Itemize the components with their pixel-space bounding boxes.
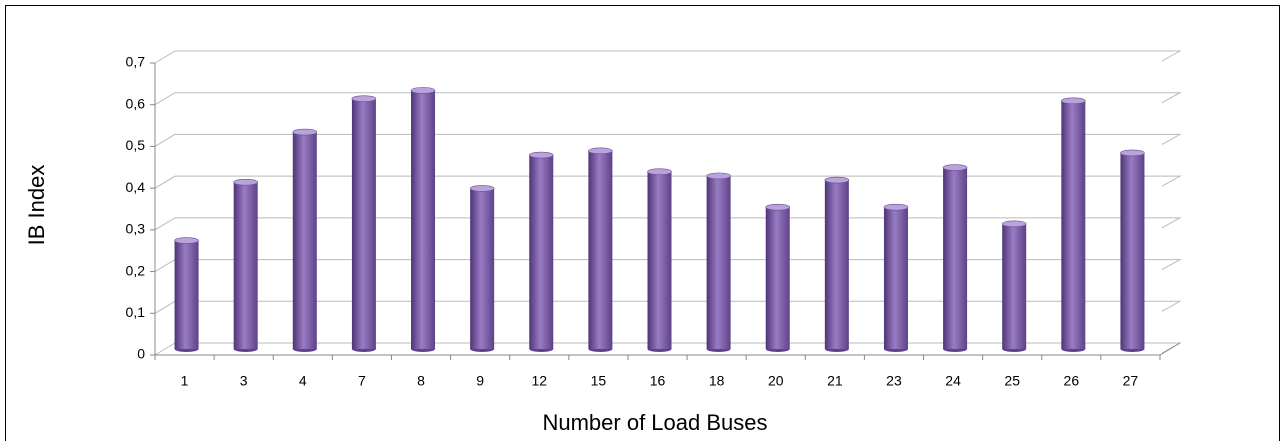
x-tick-label: 23 (886, 373, 902, 389)
grid-line (154, 133, 1182, 147)
chart-border (5, 5, 1280, 441)
bar (588, 150, 613, 349)
grid-line (154, 92, 1182, 106)
bar-top (765, 203, 791, 211)
x-tick-label: 27 (1123, 373, 1139, 389)
y-tick-label: 0,7 (126, 54, 146, 70)
bar (706, 175, 731, 349)
bar-top (1120, 149, 1145, 157)
bar (1061, 100, 1086, 349)
bar (233, 182, 258, 349)
bar-top (292, 128, 318, 136)
bar-top (410, 87, 436, 94)
y-tick-label: 0,1 (126, 304, 146, 320)
bar-top (1061, 97, 1086, 105)
bar-top (588, 147, 613, 155)
bar (943, 167, 968, 349)
x-tick-label: 20 (768, 373, 784, 389)
bar (174, 240, 199, 349)
bar-top (647, 168, 672, 176)
x-tick-label: 7 (358, 373, 366, 389)
bar (765, 207, 790, 349)
bar (647, 171, 672, 349)
bar-top (824, 176, 850, 184)
x-tick-label: 26 (1064, 373, 1080, 389)
x-axis-title: Number of Load Buses (542, 410, 767, 435)
x-tick-label: 25 (1004, 373, 1020, 389)
x-tick-label: 12 (531, 373, 547, 389)
bar-top (469, 185, 495, 192)
x-tick-label: 21 (827, 373, 843, 389)
bar (351, 98, 376, 349)
grid-line (154, 175, 1182, 189)
x-tick-label: 24 (945, 373, 961, 389)
bar-top (174, 237, 199, 244)
x-tick-label: 18 (709, 373, 725, 389)
y-tick-label: 0,6 (126, 95, 146, 111)
bar-top (351, 95, 377, 103)
y-tick-label: 0,5 (126, 137, 146, 153)
x-tick-label: 1 (181, 373, 189, 389)
x-tick-label: 15 (591, 373, 607, 389)
bar (292, 132, 317, 349)
grid-line (154, 50, 1182, 64)
bar-top (233, 178, 258, 186)
x-tick-label: 8 (417, 373, 425, 389)
bar (470, 188, 495, 349)
bar-top (528, 151, 554, 159)
y-axis-title: IB Index (24, 165, 49, 246)
bar-top (706, 172, 731, 180)
bar-top (1001, 220, 1027, 228)
bar (1002, 223, 1027, 349)
x-tick-label: 3 (240, 373, 248, 389)
bar (411, 90, 436, 349)
bar (824, 180, 849, 349)
grid-line (154, 300, 1182, 314)
x-tick-label: 9 (476, 373, 484, 389)
grid-line (154, 259, 1182, 273)
bar (883, 207, 908, 349)
bar (1120, 152, 1145, 349)
x-tick-label: 16 (650, 373, 666, 389)
y-tick-label: 0,3 (126, 221, 146, 237)
y-tick-label: 0,4 (126, 179, 146, 195)
bar (529, 155, 554, 349)
bar-top (883, 203, 909, 211)
x-tick-label: 4 (299, 373, 307, 389)
y-tick-label: 0 (137, 346, 145, 362)
grid-line (154, 217, 1182, 231)
bar-top (942, 164, 968, 171)
y-tick-label: 0,2 (126, 262, 146, 278)
